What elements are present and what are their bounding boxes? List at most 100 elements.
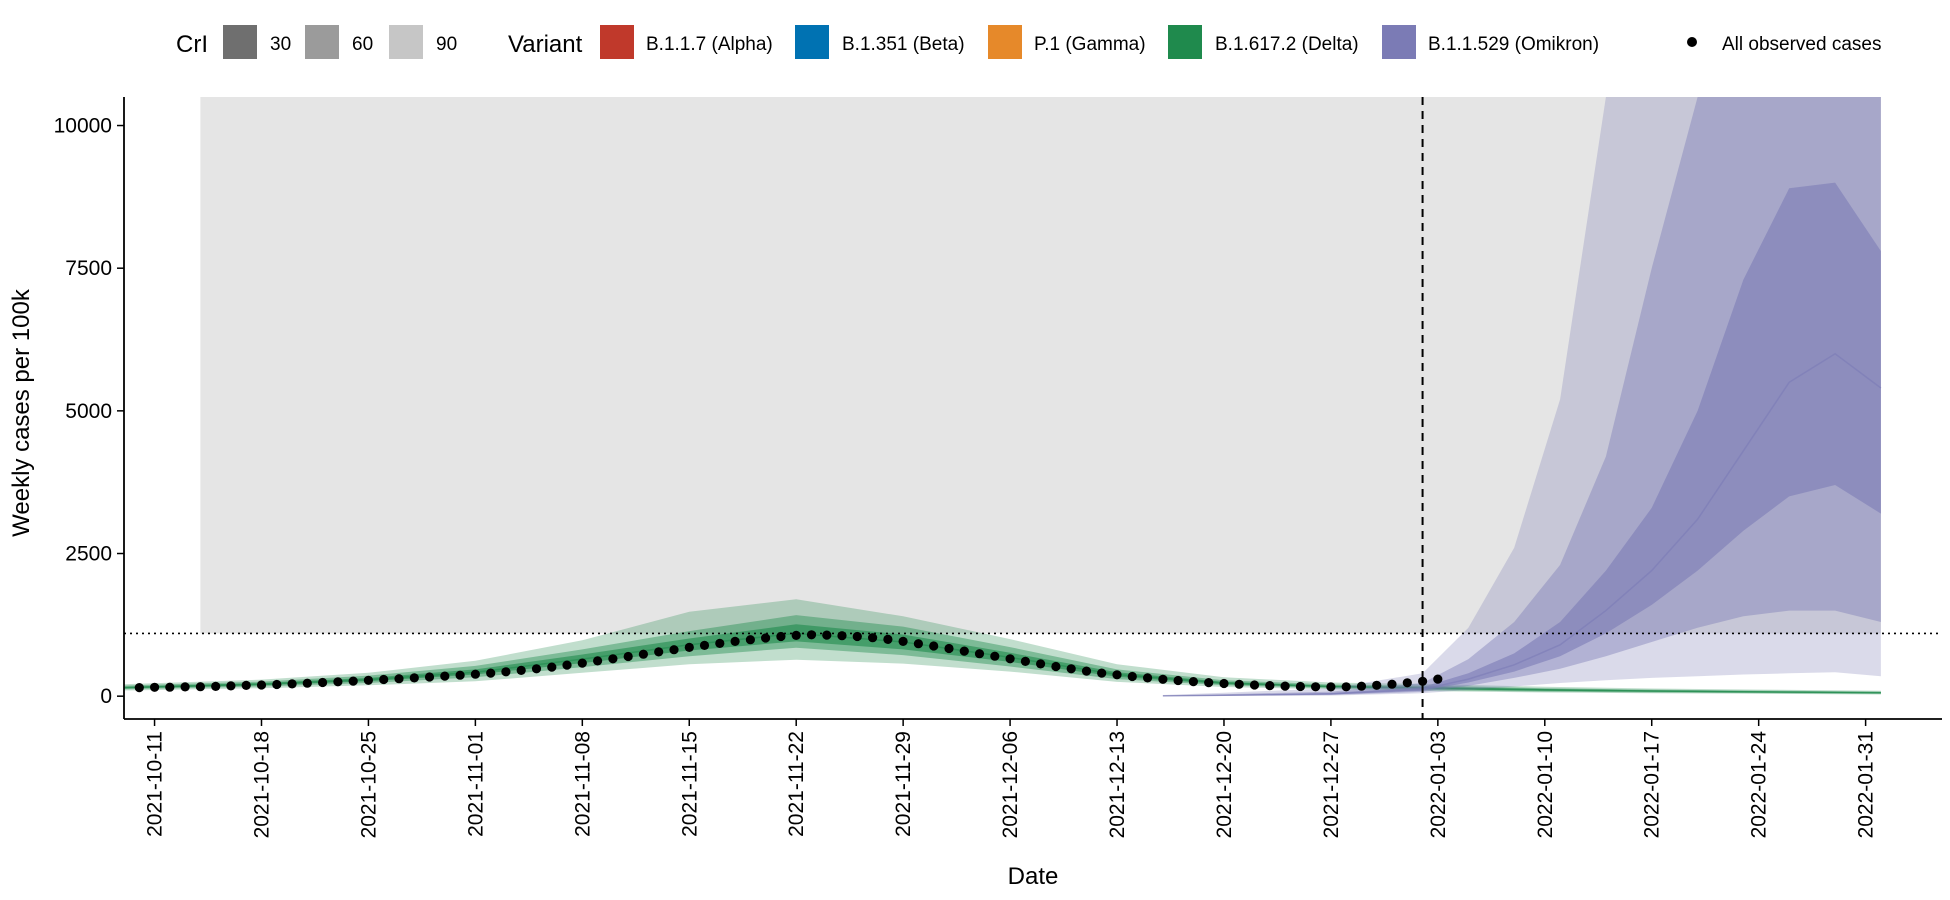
observed-point xyxy=(424,672,435,682)
observed-point xyxy=(1081,666,1092,676)
observed-point xyxy=(1311,682,1321,692)
observed-point xyxy=(287,679,297,689)
legend: CrI 30 60 90 Variant B.1.1.7 (Alpha) B.1… xyxy=(176,25,1881,59)
observed-point xyxy=(226,681,236,691)
observed-point xyxy=(1051,661,1061,672)
observed-point xyxy=(1418,676,1428,686)
observed-point xyxy=(241,680,251,691)
observed-point xyxy=(699,640,710,651)
observed-point xyxy=(1280,681,1290,691)
x-tick-label: 2021-11-15 xyxy=(678,731,701,837)
x-axis-title: Date xyxy=(1008,863,1059,890)
legend-swatch-cri-60 xyxy=(305,25,339,59)
observed-point xyxy=(654,647,664,657)
observed-point xyxy=(761,633,771,643)
observed-point xyxy=(913,639,924,649)
observed-point xyxy=(1066,664,1076,674)
legend-observed-dot xyxy=(1687,37,1697,47)
observed-point xyxy=(822,630,832,640)
observed-point xyxy=(134,683,144,693)
observed-point xyxy=(883,634,893,645)
observed-point xyxy=(669,645,679,655)
x-tick-label: 2021-12-20 xyxy=(1213,731,1236,838)
observed-point xyxy=(1204,678,1214,688)
x-tick-label: 2021-12-06 xyxy=(999,731,1022,838)
observed-point xyxy=(1234,679,1244,689)
observed-point xyxy=(1173,675,1183,686)
observed-point xyxy=(1112,670,1122,680)
observed-point xyxy=(1341,682,1351,692)
legend-title-variant: Variant xyxy=(508,31,583,58)
plot-area: 0 2500 5000 7500 10000 2021-10-11 2021-10-18 20… xyxy=(54,97,1942,838)
median-line-B11529 xyxy=(1162,352,1882,697)
observed-point xyxy=(1005,654,1015,664)
observed-point xyxy=(455,670,465,680)
y-tick-label: 10000 xyxy=(54,115,112,138)
observed-point xyxy=(806,630,817,640)
observed-point xyxy=(256,680,267,690)
band-ci30-B11529 xyxy=(1162,182,1881,697)
observed-point xyxy=(776,631,786,642)
band-ci30-B16172 xyxy=(124,624,1881,694)
observed-point xyxy=(577,658,587,668)
legend-swatch-cri-30 xyxy=(223,25,257,59)
observed-point xyxy=(990,651,1000,661)
legend-label-delta: B.1.617.2 (Delta) xyxy=(1215,34,1359,55)
legend-label-cri-90: 90 xyxy=(436,34,457,55)
legend-label-omikron: B.1.1.529 (Omikron) xyxy=(1428,34,1599,55)
observed-point xyxy=(1402,678,1412,688)
observed-point xyxy=(394,674,404,684)
observed-point xyxy=(1143,673,1153,683)
observed-point xyxy=(745,635,756,645)
observed-point xyxy=(486,668,496,678)
observed-point xyxy=(180,682,190,692)
observed-point xyxy=(211,681,221,692)
observed-point xyxy=(531,664,542,674)
observed-point xyxy=(623,651,633,662)
observed-point xyxy=(593,656,603,666)
observed-point xyxy=(547,662,557,672)
observed-point xyxy=(1433,674,1443,684)
observed-point xyxy=(516,665,526,676)
legend-label-beta: B.1.351 (Beta) xyxy=(842,34,965,55)
y-tick-label: 7500 xyxy=(65,257,112,280)
observed-point xyxy=(409,673,419,683)
y-axis-title: Weekly cases per 100k xyxy=(8,288,35,537)
observed-point xyxy=(1387,679,1397,689)
observed-point xyxy=(1372,680,1382,690)
observed-point xyxy=(165,682,175,692)
observed-point xyxy=(272,679,282,690)
band-ci90-B16172 xyxy=(124,599,1881,695)
observed-point xyxy=(730,636,740,647)
observed-point xyxy=(470,669,480,679)
x-tick-label: 2021-11-22 xyxy=(785,731,808,837)
observed-point xyxy=(837,631,847,641)
shaded-region xyxy=(200,97,1881,634)
observed-point xyxy=(944,643,954,654)
observed-point xyxy=(501,667,511,677)
x-tick-label: 2021-10-25 xyxy=(357,731,380,838)
observed-point xyxy=(638,649,649,659)
observed-point xyxy=(195,682,205,692)
x-tick-label: 2021-11-01 xyxy=(464,731,487,837)
x-tick-label: 2021-11-29 xyxy=(892,731,915,837)
legend-swatch-gamma xyxy=(988,25,1022,59)
band-group xyxy=(124,97,1882,697)
legend-swatch-beta xyxy=(795,25,829,59)
x-tick-label: 2021-11-08 xyxy=(571,731,594,837)
observed-point xyxy=(440,671,450,681)
y-tick-label: 5000 xyxy=(65,400,112,423)
observed-point xyxy=(1265,681,1275,691)
observed-point xyxy=(791,630,801,641)
observed-point xyxy=(868,633,878,643)
observed-point xyxy=(1295,681,1305,692)
observed-point xyxy=(1188,677,1198,687)
observed-point xyxy=(684,642,694,653)
x-tick-label: 2022-01-24 xyxy=(1748,731,1771,839)
observed-point xyxy=(150,682,160,692)
observed-point xyxy=(1158,674,1168,684)
legend-label-observed: All observed cases xyxy=(1722,34,1881,55)
observed-point xyxy=(898,636,908,647)
observed-point xyxy=(302,678,312,688)
